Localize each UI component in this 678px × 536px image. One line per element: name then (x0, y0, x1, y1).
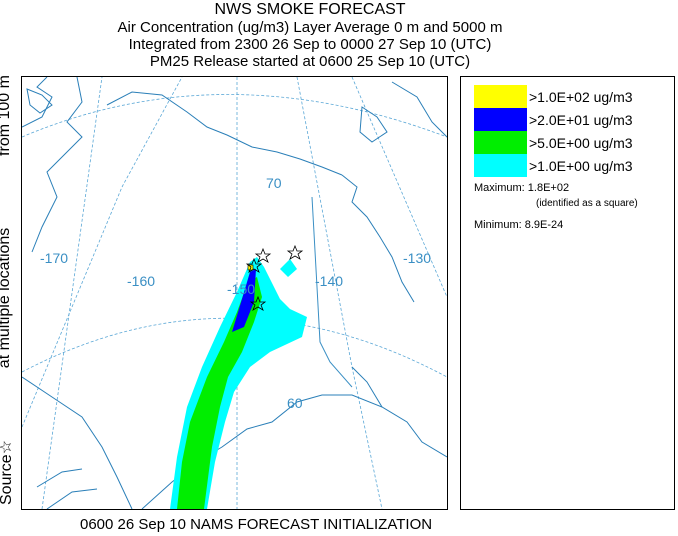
chukotka-coast (26, 88, 53, 114)
legend-label: >2.0E+01 ug/m3 (529, 111, 633, 128)
forecast-title: NWS SMOKE FORECAST (214, 1, 406, 18)
forecast-subtitle-concentration: Air Concentration (ug/m3) Layer Average … (117, 19, 503, 36)
initialization-footer: 0600 26 Sep 10 NAMS FORECAST INITIALIZAT… (80, 516, 433, 533)
source-star-icon (254, 247, 272, 263)
lon-label-minus-150: -150 (227, 281, 255, 297)
source-markers (245, 244, 304, 311)
maximum-note: (identified as a square) (536, 198, 638, 209)
legend-entry: >2.0E+01 ug/m3 (474, 108, 633, 131)
arctic-archipelago-coast (391, 81, 447, 138)
aleutian-coast (36, 468, 98, 509)
alaska-west-coast (31, 77, 83, 253)
meridian-minus-160 (22, 77, 183, 428)
lon-label-minus-170: -170 (40, 250, 68, 266)
legend-swatch-blue (474, 108, 527, 131)
lat-label-60: 60 (287, 395, 303, 411)
legend-swatch-green (474, 131, 527, 154)
legend-entry: >1.0E+00 ug/m3 (474, 154, 633, 177)
parallel-70 (22, 94, 447, 138)
canada-arctic-coast (341, 174, 415, 303)
source-label: Source☆ (0, 439, 15, 505)
siberia-coast (22, 77, 53, 128)
legend-entry: >5.0E+00 ug/m3 (474, 131, 633, 154)
alaska-north-coast (106, 91, 343, 176)
southeast-coast (351, 366, 383, 408)
legend-swatch-yellow (474, 85, 527, 108)
lon-label-minus-140: -140 (315, 273, 343, 289)
meridian-minus-170 (41, 77, 103, 509)
smoke-map: 70 -170 -160 -150 -140 -130 60 (22, 77, 447, 509)
locations-label: at multiple locations (0, 227, 13, 369)
legend-label: >1.0E+00 ug/m3 (529, 157, 633, 174)
height-label: from 100 m (0, 75, 13, 156)
plume-2e1-contour (232, 269, 256, 332)
forecast-subtitle-integration: Integrated from 2300 26 Sep to 0000 27 S… (128, 36, 492, 53)
arctic-island-coast (359, 106, 388, 143)
source-side-label: Source☆ at multiple locations from 100 m (0, 75, 16, 505)
plume-island-contour (280, 259, 297, 277)
source-star-icon (249, 295, 267, 311)
legend-label: >5.0E+00 ug/m3 (529, 134, 633, 151)
forecast-subtitle-release: PM25 Release started at 0600 25 Sep 10 (… (149, 53, 471, 70)
meridian-minus-140 (296, 77, 383, 509)
legend-label: >1.0E+02 ug/m3 (529, 88, 633, 105)
lon-label-minus-130: -130 (403, 250, 431, 266)
plume-5e0-contour (177, 277, 262, 509)
legend-swatch-cyan (474, 154, 527, 177)
legend-entry: >1.0E+02 ug/m3 (474, 85, 633, 108)
bering-coast (22, 376, 133, 509)
lat-label-70: 70 (266, 175, 282, 191)
maximum-value: Maximum: 1.8E+02 (474, 182, 570, 194)
minimum-value: Minimum: 8.9E-24 (474, 219, 564, 231)
alaska-canada-border (311, 196, 353, 388)
source-star-icon (245, 257, 263, 273)
map-panel: 70 -170 -160 -150 -140 -130 60 (21, 76, 448, 510)
smoke-plume (170, 257, 307, 509)
lon-label-minus-160: -160 (127, 273, 155, 289)
source-star-icon (286, 244, 304, 260)
legend-panel: >1.0E+02 ug/m3 >2.0E+01 ug/m3 >5.0E+00 u… (460, 76, 675, 510)
